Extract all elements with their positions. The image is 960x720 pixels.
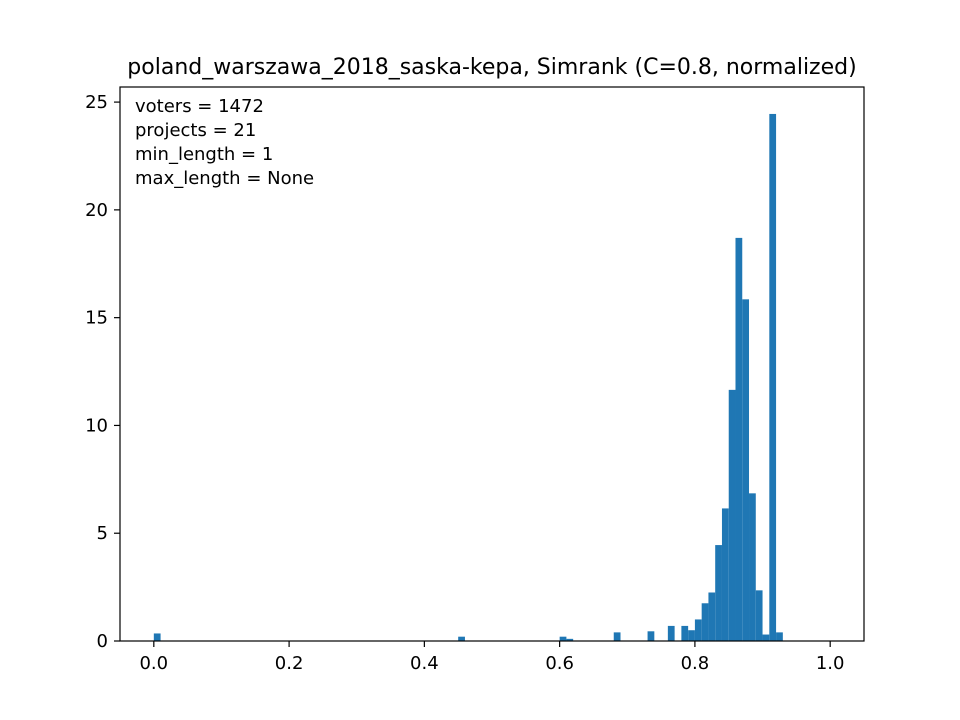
x-tick-label: 0.0 (139, 653, 168, 674)
histogram-bar (559, 636, 567, 641)
histogram-bar (694, 619, 702, 641)
y-axis: 0 5 10 15 20 25 (85, 92, 120, 652)
histogram-bar (681, 625, 689, 641)
y-tick-label: 0 (97, 631, 108, 652)
x-tick-label: 0.2 (275, 653, 304, 674)
histogram-bar (769, 113, 777, 641)
histogram-bar (647, 631, 655, 641)
x-tick-label: 1.0 (816, 653, 845, 674)
bar-series (153, 113, 783, 641)
histogram-bar (153, 633, 161, 641)
stats-annotation: voters = 1472 projects = 21 min_length =… (135, 96, 314, 189)
y-tick-label: 5 (97, 523, 108, 544)
histogram-bar (715, 545, 722, 641)
histogram-bar (728, 389, 736, 641)
y-tick-label: 15 (85, 308, 108, 329)
histogram-bar (566, 638, 574, 641)
histogram-bar (688, 630, 695, 641)
histogram-bar (755, 590, 763, 641)
y-tick-label: 10 (85, 415, 108, 436)
x-axis: 0.0 0.2 0.4 0.6 0.8 1.0 (139, 641, 845, 674)
histogram-bar (458, 636, 465, 641)
annotation-voters: voters = 1472 (135, 96, 264, 117)
histogram-bar (667, 625, 675, 641)
y-tick-label: 20 (85, 200, 108, 221)
plot-frame (119, 86, 865, 642)
histogram-bar (735, 237, 743, 641)
y-tick-label: 25 (85, 92, 108, 113)
x-tick-label: 0.4 (410, 653, 439, 674)
histogram-bar (708, 592, 716, 641)
histogram-bar (742, 299, 750, 641)
chart-title: poland_warszawa_2018_saska-kepa, Simrank… (127, 55, 856, 80)
x-tick-label: 0.8 (681, 653, 710, 674)
histogram-bar (762, 634, 770, 641)
histogram-bar (749, 493, 756, 641)
annotation-projects: projects = 21 (135, 120, 256, 141)
annotation-min-length: min_length = 1 (135, 144, 273, 165)
x-tick-label: 0.6 (545, 653, 574, 674)
histogram-bar (776, 632, 783, 641)
histogram-bar (613, 632, 621, 641)
annotation-max-length: max_length = None (135, 168, 314, 189)
histogram-bar (721, 508, 729, 641)
histogram-bar (701, 603, 709, 641)
